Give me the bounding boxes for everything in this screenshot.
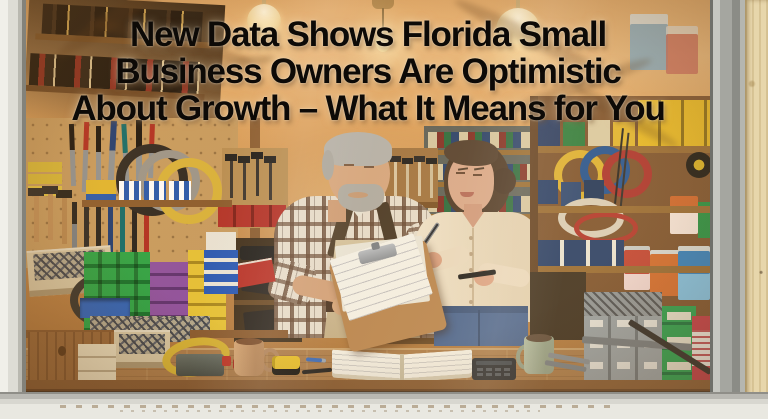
exterior-wall bbox=[745, 0, 768, 419]
man-mouth-area bbox=[348, 192, 368, 198]
hammer-handles bbox=[34, 196, 39, 242]
window-sill bbox=[0, 392, 768, 419]
headline-line-3: About Growth – What It Means for You bbox=[71, 89, 665, 128]
mug-rim bbox=[526, 334, 552, 342]
tan-mug bbox=[234, 338, 280, 376]
red-box-row bbox=[218, 205, 286, 227]
shelf-plank bbox=[82, 200, 232, 207]
headline-line-2: Business Owners Are Optimistic bbox=[115, 52, 622, 91]
paint-can-red-top bbox=[666, 26, 698, 74]
headline-line-1: New Data Shows Florida Small bbox=[130, 15, 607, 54]
rope-coil-red bbox=[602, 150, 652, 198]
product-box-checker bbox=[144, 181, 166, 201]
shelf-plank bbox=[538, 266, 710, 273]
hammer-handles bbox=[230, 158, 233, 198]
white-box bbox=[206, 232, 236, 250]
woman-hair-bun bbox=[492, 168, 516, 194]
lamp-stem bbox=[516, 0, 520, 10]
mug-body bbox=[234, 340, 264, 376]
shelf-plank bbox=[538, 206, 710, 213]
product-box-yellow bbox=[86, 180, 116, 201]
bulb-mount bbox=[372, 0, 394, 9]
nails bbox=[119, 334, 165, 354]
jeans-seam bbox=[478, 310, 480, 346]
blue-nail-tray bbox=[80, 298, 130, 318]
clamp-rack bbox=[28, 162, 62, 172]
man-gray-hair bbox=[324, 132, 392, 166]
mug-rim bbox=[236, 338, 262, 345]
woman-smile bbox=[460, 192, 474, 197]
window-frame-left bbox=[0, 0, 26, 419]
paint-can-blue bbox=[678, 246, 710, 300]
cream-box-stack bbox=[78, 344, 116, 384]
sill-dirt bbox=[120, 410, 540, 412]
red-bits bbox=[222, 356, 231, 366]
dark-nook bbox=[530, 272, 586, 340]
chisel-row bbox=[72, 202, 77, 260]
canister-labels bbox=[667, 312, 691, 320]
paint-can-blue-top bbox=[630, 14, 668, 70]
man-sideburn bbox=[322, 150, 334, 180]
canister-label bbox=[692, 330, 710, 366]
product-box-checker bbox=[169, 181, 191, 201]
lamp-glow bbox=[226, 12, 302, 60]
wood-post bbox=[250, 118, 260, 340]
orange-canister bbox=[670, 196, 698, 234]
calculator-screen bbox=[476, 361, 512, 365]
man-eyes-closed bbox=[344, 164, 354, 166]
shelf-plank bbox=[384, 338, 454, 344]
book-spine bbox=[400, 354, 404, 382]
navy-box-row bbox=[538, 180, 558, 204]
blue-box-stack bbox=[204, 250, 238, 294]
woman-hairline bbox=[444, 140, 498, 166]
page-left bbox=[332, 349, 402, 383]
headline: New Data Shows Florida Small Business Ow… bbox=[26, 16, 710, 127]
jeans-waistband bbox=[434, 306, 528, 313]
hammer-heads bbox=[28, 188, 44, 196]
calculator bbox=[472, 358, 516, 380]
hanging-tool bbox=[68, 123, 77, 187]
lamp-glow bbox=[472, 20, 568, 78]
man-beard bbox=[338, 184, 384, 212]
small-box-row bbox=[538, 120, 560, 146]
navy-box-row bbox=[538, 240, 624, 266]
hammer-heads bbox=[225, 154, 237, 161]
mesh-crate bbox=[584, 292, 662, 318]
yellow-box-stack-right bbox=[638, 100, 710, 148]
gray-tool bbox=[176, 354, 224, 376]
drawer-labels bbox=[590, 320, 603, 327]
woman-eyes bbox=[456, 172, 465, 174]
sill-dirt bbox=[60, 405, 620, 408]
tape-measure bbox=[272, 356, 300, 375]
hanging-tool bbox=[96, 126, 101, 184]
shop-interior: New Data Shows Florida Small Business Ow… bbox=[26, 0, 710, 397]
counter-front-edge bbox=[26, 380, 710, 392]
paint-can-orange bbox=[650, 250, 680, 296]
wood-knot bbox=[58, 346, 66, 356]
shelf-plank bbox=[234, 300, 302, 305]
tape-roll bbox=[686, 152, 710, 178]
calculator-keys bbox=[477, 368, 483, 371]
product-box-checker bbox=[119, 181, 141, 201]
bulb-glow bbox=[344, 8, 424, 80]
shelf-plank bbox=[538, 146, 710, 153]
page-right bbox=[402, 349, 472, 383]
blouse-buttons bbox=[469, 236, 473, 240]
open-ledger-book bbox=[332, 346, 472, 384]
window-frame-right bbox=[710, 0, 745, 419]
